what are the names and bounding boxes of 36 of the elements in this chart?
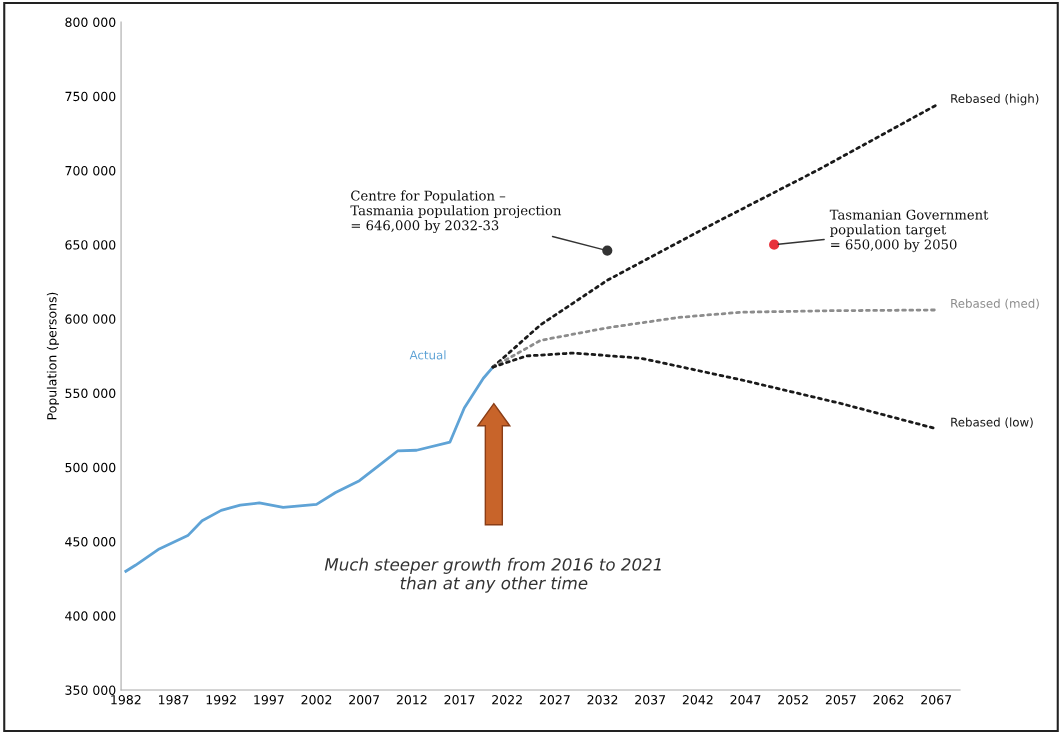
y-tick-label: 450 000 [65, 537, 116, 547]
y-axis-title: Population (persons) [46, 292, 59, 420]
annotation: Centre for Population – Tasmania population projection = 646,000 by 2032-33 [350, 190, 562, 234]
y-tick-label: 600 000 [65, 314, 116, 324]
y-tick-label: 550 000 [65, 388, 116, 399]
series-label: Rebased (med) [951, 298, 1039, 310]
y-tick-label: 750 000 [65, 91, 116, 102]
series-label: Rebased (high) [951, 93, 1039, 106]
y-tick-label: 700 000 [65, 165, 116, 176]
y-tick-label: 800 000 [65, 17, 116, 27]
x-tick-label: 1987 [158, 695, 189, 705]
y-tick-label: 500 000 [65, 462, 116, 473]
y-tick-label: 350 000 [65, 685, 116, 695]
x-tick-label: 2047 [730, 695, 761, 705]
x-tick-label: 2067 [921, 695, 952, 705]
x-tick-label: 2037 [635, 695, 666, 705]
x-tick-label: 1982 [111, 695, 141, 705]
annotation: Tasmanian Government population target = 650,000 by 2050 [829, 209, 989, 253]
x-tick-label: 2022 [492, 695, 522, 705]
x-tick-label: 1992 [206, 695, 236, 705]
x-tick-label: 1997 [254, 695, 284, 705]
y-tick-label: 400 000 [65, 611, 116, 621]
y-tick-label: 650 000 [65, 240, 116, 250]
x-tick-label: 2027 [539, 695, 570, 705]
x-tick-label: 2017 [444, 695, 475, 705]
text: Actual [409, 350, 446, 360]
x-tick-label: 2002 [301, 695, 332, 705]
annotation: Much steeper growth from 2016 to 2021 than at any other time [324, 557, 661, 593]
x-tick-label: 2062 [873, 695, 904, 705]
x-tick-label: 2007 [349, 695, 380, 705]
x-tick-label: 2052 [778, 695, 808, 705]
x-tick-label: 2057 [825, 695, 856, 705]
x-tick-label: 2012 [396, 695, 427, 705]
x-tick-label: 2032 [587, 695, 618, 705]
x-tick-label: 2042 [682, 695, 713, 705]
series-label: Rebased (low) [951, 417, 1033, 428]
